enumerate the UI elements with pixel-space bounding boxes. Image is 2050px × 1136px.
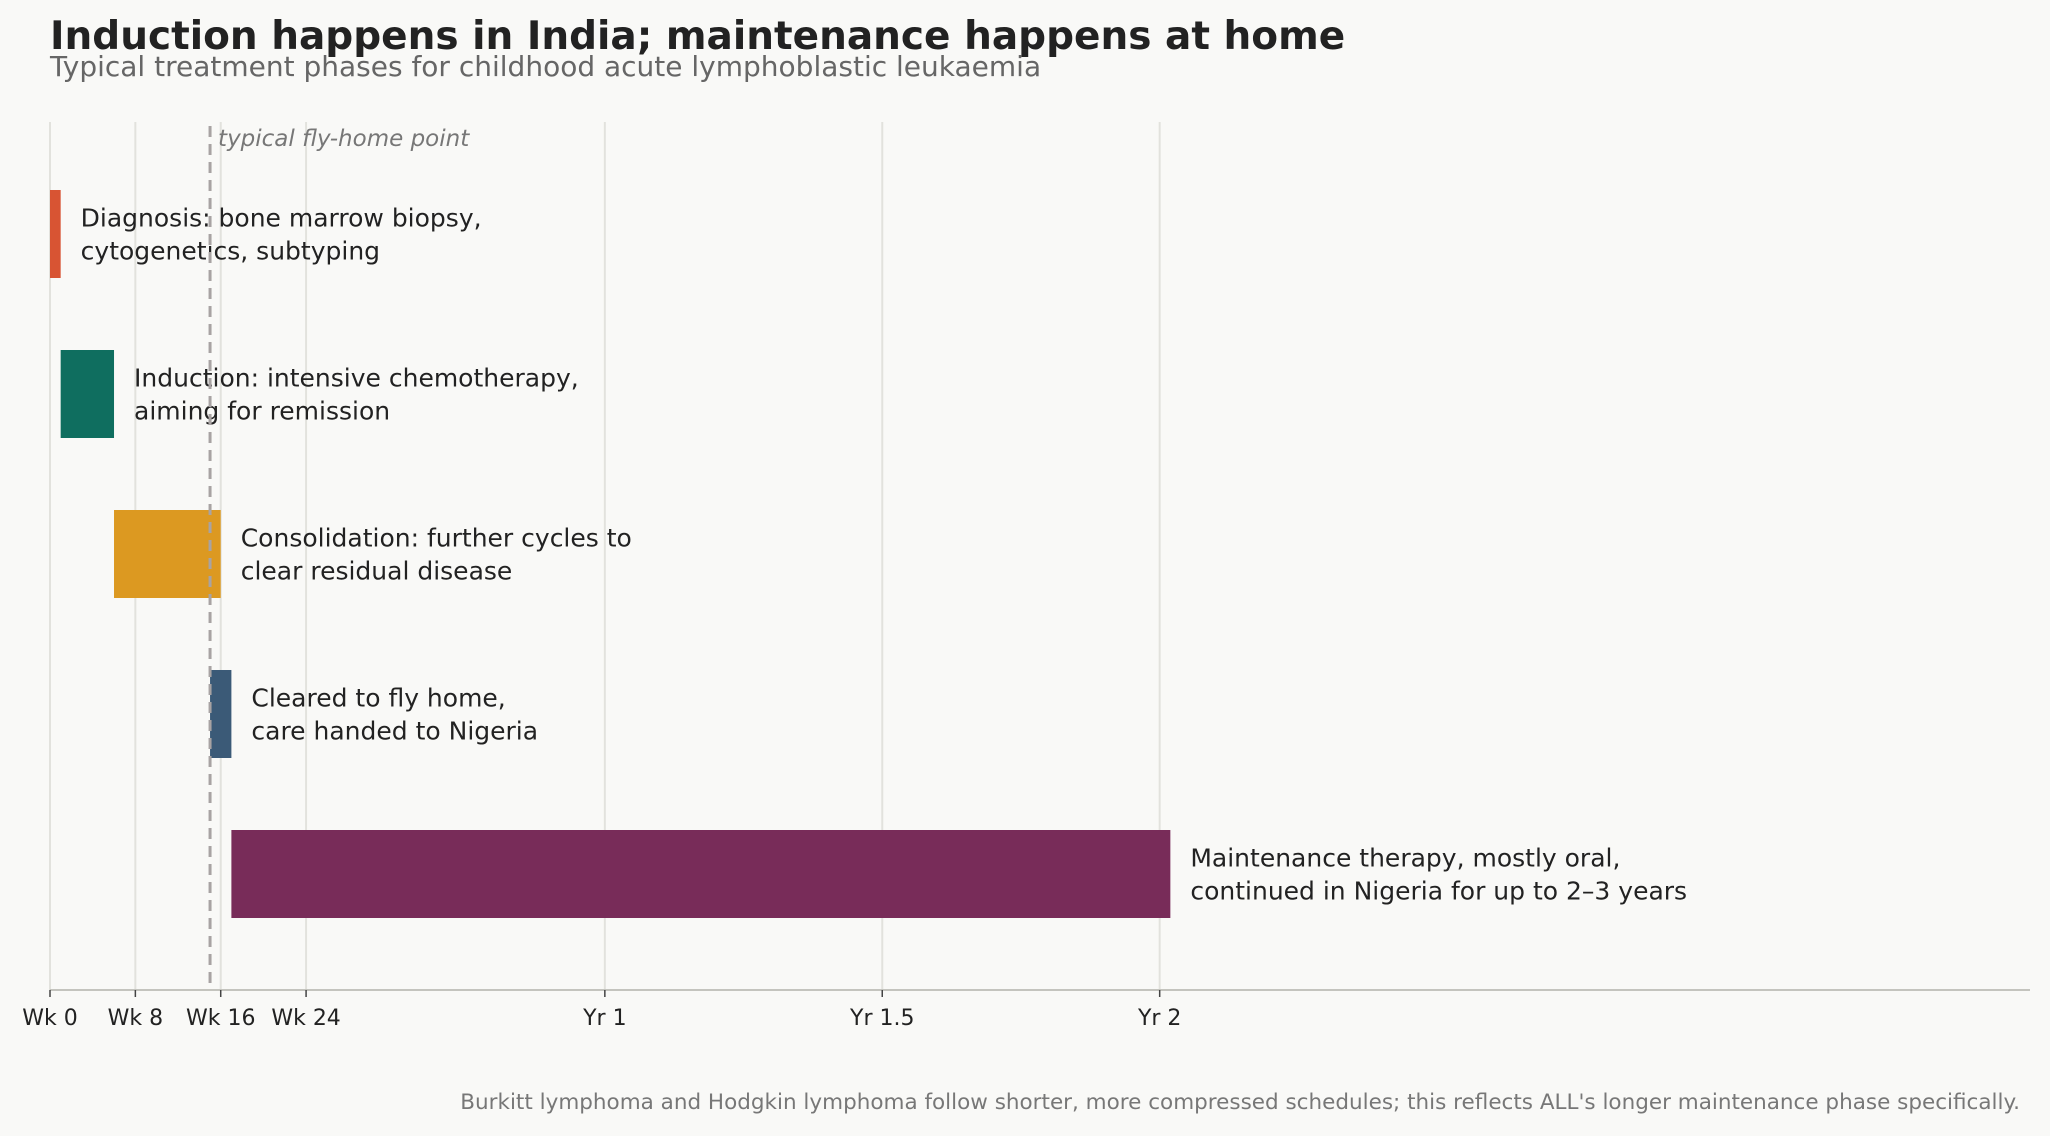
phase-bar: [231, 830, 1171, 918]
phase-label: Diagnosis: bone marrow biopsy, cytogeneti…: [81, 204, 482, 266]
x-tick-label: Yr 1.5: [849, 1006, 914, 1031]
phase-bar: [60, 350, 115, 438]
phase-label: Induction: intensive chemotherapy, aiming…: [134, 364, 579, 426]
fly-home-reference-label: typical fly-home point: [218, 126, 470, 152]
phase-label: Consolidation: further cycles to clear re…: [241, 524, 632, 586]
phase-label-line: Consolidation: further cycles to: [241, 524, 632, 553]
phase-label-line: cytogenetics, subtyping: [81, 237, 380, 266]
phase-label-line: continued in Nigeria for up to 2–3 years: [1190, 877, 1687, 906]
phase-label-line: clear residual disease: [241, 557, 513, 586]
chart-footnote: Burkitt lymphoma and Hodgkin lymphoma fo…: [460, 1090, 2020, 1115]
x-tick-label: Yr 2: [1137, 1006, 1181, 1031]
x-tick-label: Yr 1: [582, 1006, 626, 1031]
phase-label: Maintenance therapy, mostly oral, continu…: [1190, 844, 1687, 906]
phase-bar: [210, 670, 232, 758]
phase-label-line: Maintenance therapy, mostly oral,: [1190, 844, 1620, 873]
phase-label-line: Diagnosis: bone marrow biopsy,: [81, 204, 482, 233]
x-tick-label: Wk 0: [22, 1006, 77, 1031]
phase-bar: [114, 510, 221, 598]
chart-subtitle: Typical treatment phases for childhood a…: [50, 50, 1042, 83]
x-tick-label: Wk 16: [186, 1006, 255, 1031]
phase-label: Cleared to fly home, care handed to Niger…: [251, 684, 538, 746]
phase-label-line: Cleared to fly home,: [251, 684, 505, 713]
chart-title: Induction happens in India; maintenance …: [50, 14, 1346, 59]
x-tick-label: Wk 8: [108, 1006, 163, 1031]
phase-label-line: aiming for remission: [134, 397, 390, 426]
phase-label-line: care handed to Nigeria: [251, 717, 538, 746]
phase-bar: [50, 190, 61, 278]
phase-label-line: Induction: intensive chemotherapy,: [134, 364, 579, 393]
x-tick-label: Wk 24: [271, 1006, 340, 1031]
